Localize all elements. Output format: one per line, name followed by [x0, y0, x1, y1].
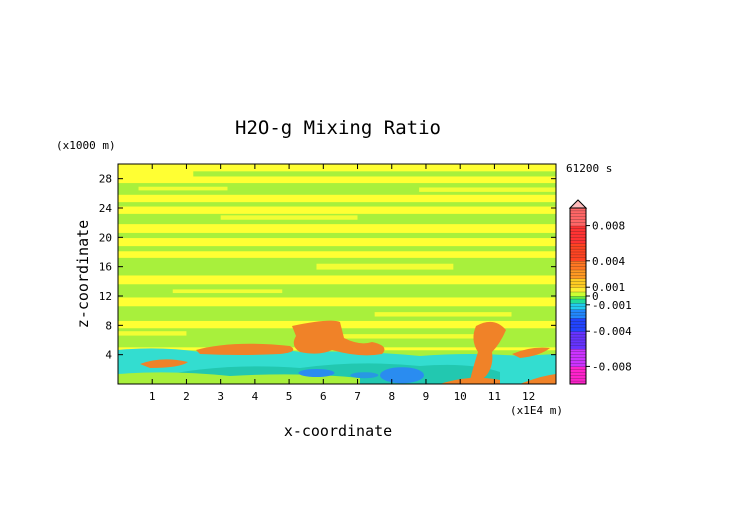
yellow-patch [138, 186, 228, 191]
y-axis: 4 8 12 16 20 24 28 [99, 173, 556, 362]
yellow-patch [419, 187, 556, 192]
colorbar-overflow-arrow [568, 199, 588, 209]
green-layer [118, 183, 556, 195]
y-tick-label: 12 [99, 290, 112, 303]
yellow-patch [340, 334, 478, 339]
time-label: 61200 s [566, 162, 612, 175]
x-tick-label: 11 [488, 390, 501, 403]
x-axis: 1 2 3 4 5 6 7 8 9 10 11 12 [149, 164, 535, 403]
blue-cell [298, 369, 335, 377]
colorbar-segment [569, 324, 587, 329]
colorbar-segment [569, 291, 587, 297]
colorbar-segment [569, 317, 587, 322]
green-layer [118, 306, 556, 321]
colorbar-label: -0.008 [592, 360, 632, 373]
colorbar-segment [569, 222, 587, 227]
x-tick-label: 10 [454, 390, 467, 403]
yellow-patch [172, 289, 283, 294]
colorbar-label: 0.004 [592, 255, 625, 268]
colorbar-label: -0.001 [592, 299, 632, 312]
y-tick-label: 24 [99, 202, 113, 215]
x-tick-label: 12 [522, 390, 535, 403]
green-streak [118, 372, 360, 384]
colorbar-segment [569, 240, 587, 244]
plot-border [117, 163, 557, 385]
colorbar-label: 0 [592, 290, 599, 303]
colorbar-segment [569, 321, 587, 326]
plot-frame [117, 163, 557, 385]
green-layer [118, 246, 556, 252]
colorbar-segment [569, 327, 587, 332]
x-tick-label: 5 [286, 390, 293, 403]
x-tick-label: 6 [320, 390, 327, 403]
yellow-patch [374, 312, 512, 317]
colorbar-segment [569, 257, 587, 262]
yellow-patch [118, 331, 187, 336]
y-tick-label: 28 [99, 173, 112, 186]
x-tick-label: 9 [423, 390, 430, 403]
orange-plume [512, 347, 550, 358]
y-tick-label: 8 [105, 319, 112, 332]
orange-plume [140, 359, 188, 368]
orange-plume [196, 343, 294, 355]
green-layer [118, 284, 556, 298]
orange-plume [470, 321, 506, 381]
x-tick-label: 8 [388, 390, 395, 403]
blue-cell [380, 367, 425, 384]
yellow-patch [446, 276, 556, 282]
colorbar-label: -0.004 [592, 325, 632, 338]
y-tick-label: 16 [99, 261, 112, 274]
x-tick-label: 7 [354, 390, 361, 403]
colorbar-segment [569, 314, 587, 319]
orange-plume [292, 320, 385, 356]
y-tick-label: 4 [105, 349, 112, 362]
colorbar-segment [569, 298, 587, 304]
colorbar-segment [569, 284, 587, 288]
colorbar-label: 0.008 [592, 220, 625, 233]
green-layer [118, 232, 556, 239]
yellow-patch [220, 215, 358, 220]
colorbar-segment [569, 266, 587, 271]
y-axis-label: z-coordinate [74, 220, 92, 328]
x-tick-label: 4 [252, 390, 259, 403]
y-unit-label: (x1000 m) [56, 139, 116, 152]
x-tick-label: 1 [149, 390, 156, 403]
x-tick-label: 2 [183, 390, 190, 403]
blue-cell [350, 372, 379, 379]
orange-plume [440, 377, 500, 384]
colorbar-label: 0.001 [592, 281, 625, 294]
green-layer [118, 202, 556, 207]
x-unit-label: (x1E4 m) [510, 404, 563, 417]
green-layer [193, 171, 556, 177]
y-tick-label: 20 [99, 231, 112, 244]
colorbar-segment [569, 287, 587, 293]
colorbar-segment [569, 363, 587, 367]
colorbar-segment [569, 345, 587, 350]
chart-title: H2O-g Mixing Ratio [235, 117, 441, 139]
x-tick-label: 3 [217, 390, 224, 403]
colorbar-segment [569, 305, 587, 310]
heatmap-area [118, 164, 556, 384]
yellow-patch [316, 263, 454, 270]
colorbar-segment [569, 275, 587, 279]
x-axis-label: x-coordinate [284, 422, 392, 440]
